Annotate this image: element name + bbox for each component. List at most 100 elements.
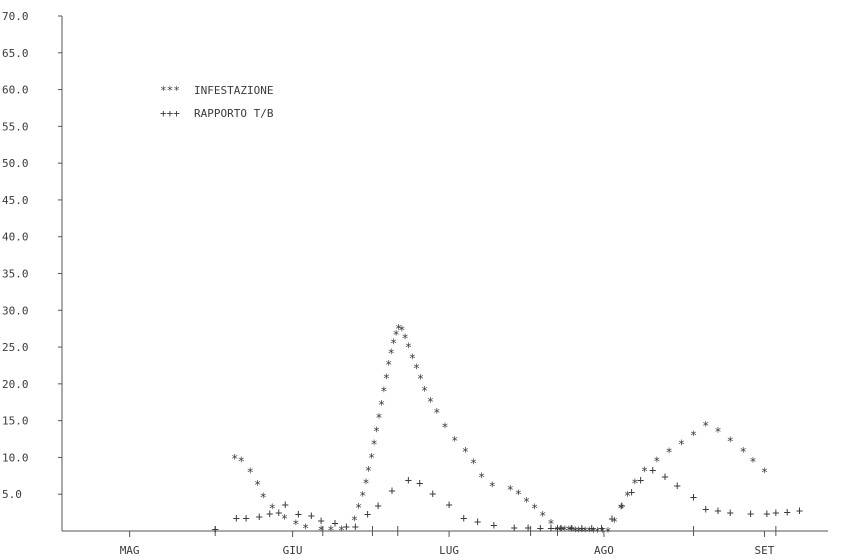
rapporto-point: + [405, 473, 412, 487]
rapporto-point: + [318, 514, 325, 528]
infestazione-point: * [727, 435, 734, 449]
infestazione-point: * [395, 322, 402, 336]
rapporto-point: + [256, 509, 263, 523]
y-tick-label: 25.0 [2, 341, 29, 354]
series-1: ++ + + + +++ + + + + +++++ ++++ + + + + + + ++ + + + ++++++ ++… [212, 463, 804, 536]
x-tick-label: AGO [594, 544, 614, 557]
infestazione-point: * [572, 524, 579, 538]
infestazione-point: * [365, 464, 372, 478]
rapporto-point: + [474, 514, 481, 528]
rapporto-point: + [352, 520, 359, 534]
rapporto-point: + [690, 490, 697, 504]
infestazione-point: * [582, 524, 589, 538]
infestazione-point: * [678, 438, 685, 452]
x-axis: MAG GIU LUG AGO SET [62, 526, 828, 557]
y-tick-label: 15.0 [2, 415, 29, 428]
infestazione-point: * [554, 524, 561, 538]
rapporto-point: + [727, 506, 734, 520]
infestazione-point: * [523, 495, 530, 509]
infestazione-point: * [373, 424, 380, 438]
rapporto-point: + [429, 486, 436, 500]
rapporto-point: + [233, 511, 240, 525]
infestazione-point: * [561, 524, 568, 538]
rapporto-point: + [547, 521, 554, 535]
infestazione-point: * [690, 429, 697, 443]
rapporto-point: + [490, 518, 497, 532]
rapporto-point: + [598, 521, 605, 535]
infestazione-point: * [604, 525, 611, 539]
rapporto-point: + [282, 498, 289, 512]
rapporto-point: + [637, 473, 644, 487]
infestazione-point: * [702, 419, 709, 433]
rapporto-point: + [375, 498, 382, 512]
infestazione-point: * [413, 362, 420, 376]
infestazione-point: * [327, 524, 334, 538]
rapporto-point: + [608, 511, 615, 525]
infestazione-point: * [565, 524, 572, 538]
legend: *** INFESTAZIONE +++ RAPPORTO T/B [160, 84, 274, 120]
infestazione-point: * [247, 465, 254, 479]
infestazione-point: * [368, 451, 375, 465]
rapporto-point: + [796, 503, 803, 517]
rapporto-point: + [331, 516, 338, 530]
infestazione-point: * [624, 489, 631, 503]
y-tick-label: 50.0 [2, 157, 29, 170]
rapporto-point: + [537, 521, 544, 535]
infestazione-point: * [611, 515, 618, 529]
infestazione-point: * [385, 358, 392, 372]
x-tick-label: LUG [439, 544, 459, 557]
infestazione-point: * [254, 478, 261, 492]
y-tick-label: 55.0 [2, 120, 29, 133]
rapporto-point: + [364, 507, 371, 521]
infestazione-point: * [590, 525, 597, 539]
infestazione-point: * [578, 524, 585, 538]
infestazione-point: * [617, 502, 624, 516]
rapporto-point: + [674, 478, 681, 492]
rapporto-point: + [460, 511, 467, 525]
y-tick-label: 5.0 [2, 488, 22, 501]
infestazione-point: * [761, 465, 768, 479]
rapporto-point: + [649, 463, 656, 477]
infestazione-point: * [355, 501, 362, 515]
infestazione-point: * [558, 524, 565, 538]
infestazione-point: * [740, 445, 747, 459]
y-tick-label: 45.0 [2, 194, 29, 207]
rapporto-point: + [763, 506, 770, 520]
infestazione-point: * [383, 371, 390, 385]
rapporto-point: + [568, 521, 575, 535]
y-tick-label: 10.0 [2, 451, 29, 464]
rapporto-point: + [388, 484, 395, 498]
infestazione-point: * [531, 502, 538, 516]
legend-marker-infestazione: *** [160, 84, 180, 97]
infestazione-point: * [260, 490, 267, 504]
y-tick-label: 40.0 [2, 231, 29, 244]
infestazione-point: * [489, 479, 496, 493]
infestazione-point: * [575, 524, 582, 538]
infestazione-point: * [231, 452, 238, 466]
infestazione-point: * [599, 525, 606, 539]
infestazione-point: * [594, 525, 601, 539]
y-tick-label: 35.0 [2, 268, 29, 281]
infestazione-point: * [547, 517, 554, 531]
infestazione-point: * [417, 372, 424, 386]
infestazione-point: * [390, 337, 397, 351]
rapporto-point: + [661, 470, 668, 484]
infestazione-point: * [269, 502, 276, 516]
rapporto-point: + [275, 506, 282, 520]
infestazione-point: * [405, 340, 412, 354]
infestazione-point: * [515, 488, 522, 502]
rapporto-point: + [343, 520, 350, 534]
infestazione-point: * [409, 351, 416, 365]
y-tick-label: 60.0 [2, 84, 29, 97]
infestazione-point: * [507, 483, 514, 497]
infestazione-point: * [401, 332, 408, 346]
rapporto-point: + [557, 521, 564, 535]
rapporto-point: + [295, 507, 302, 521]
infestazione-point: * [359, 489, 366, 503]
rapporto-point: + [266, 506, 273, 520]
rapporto-point: + [243, 511, 250, 525]
infestazione-point: * [398, 323, 405, 337]
rapporto-point: + [618, 498, 625, 512]
infestazione-point: * [318, 524, 325, 538]
